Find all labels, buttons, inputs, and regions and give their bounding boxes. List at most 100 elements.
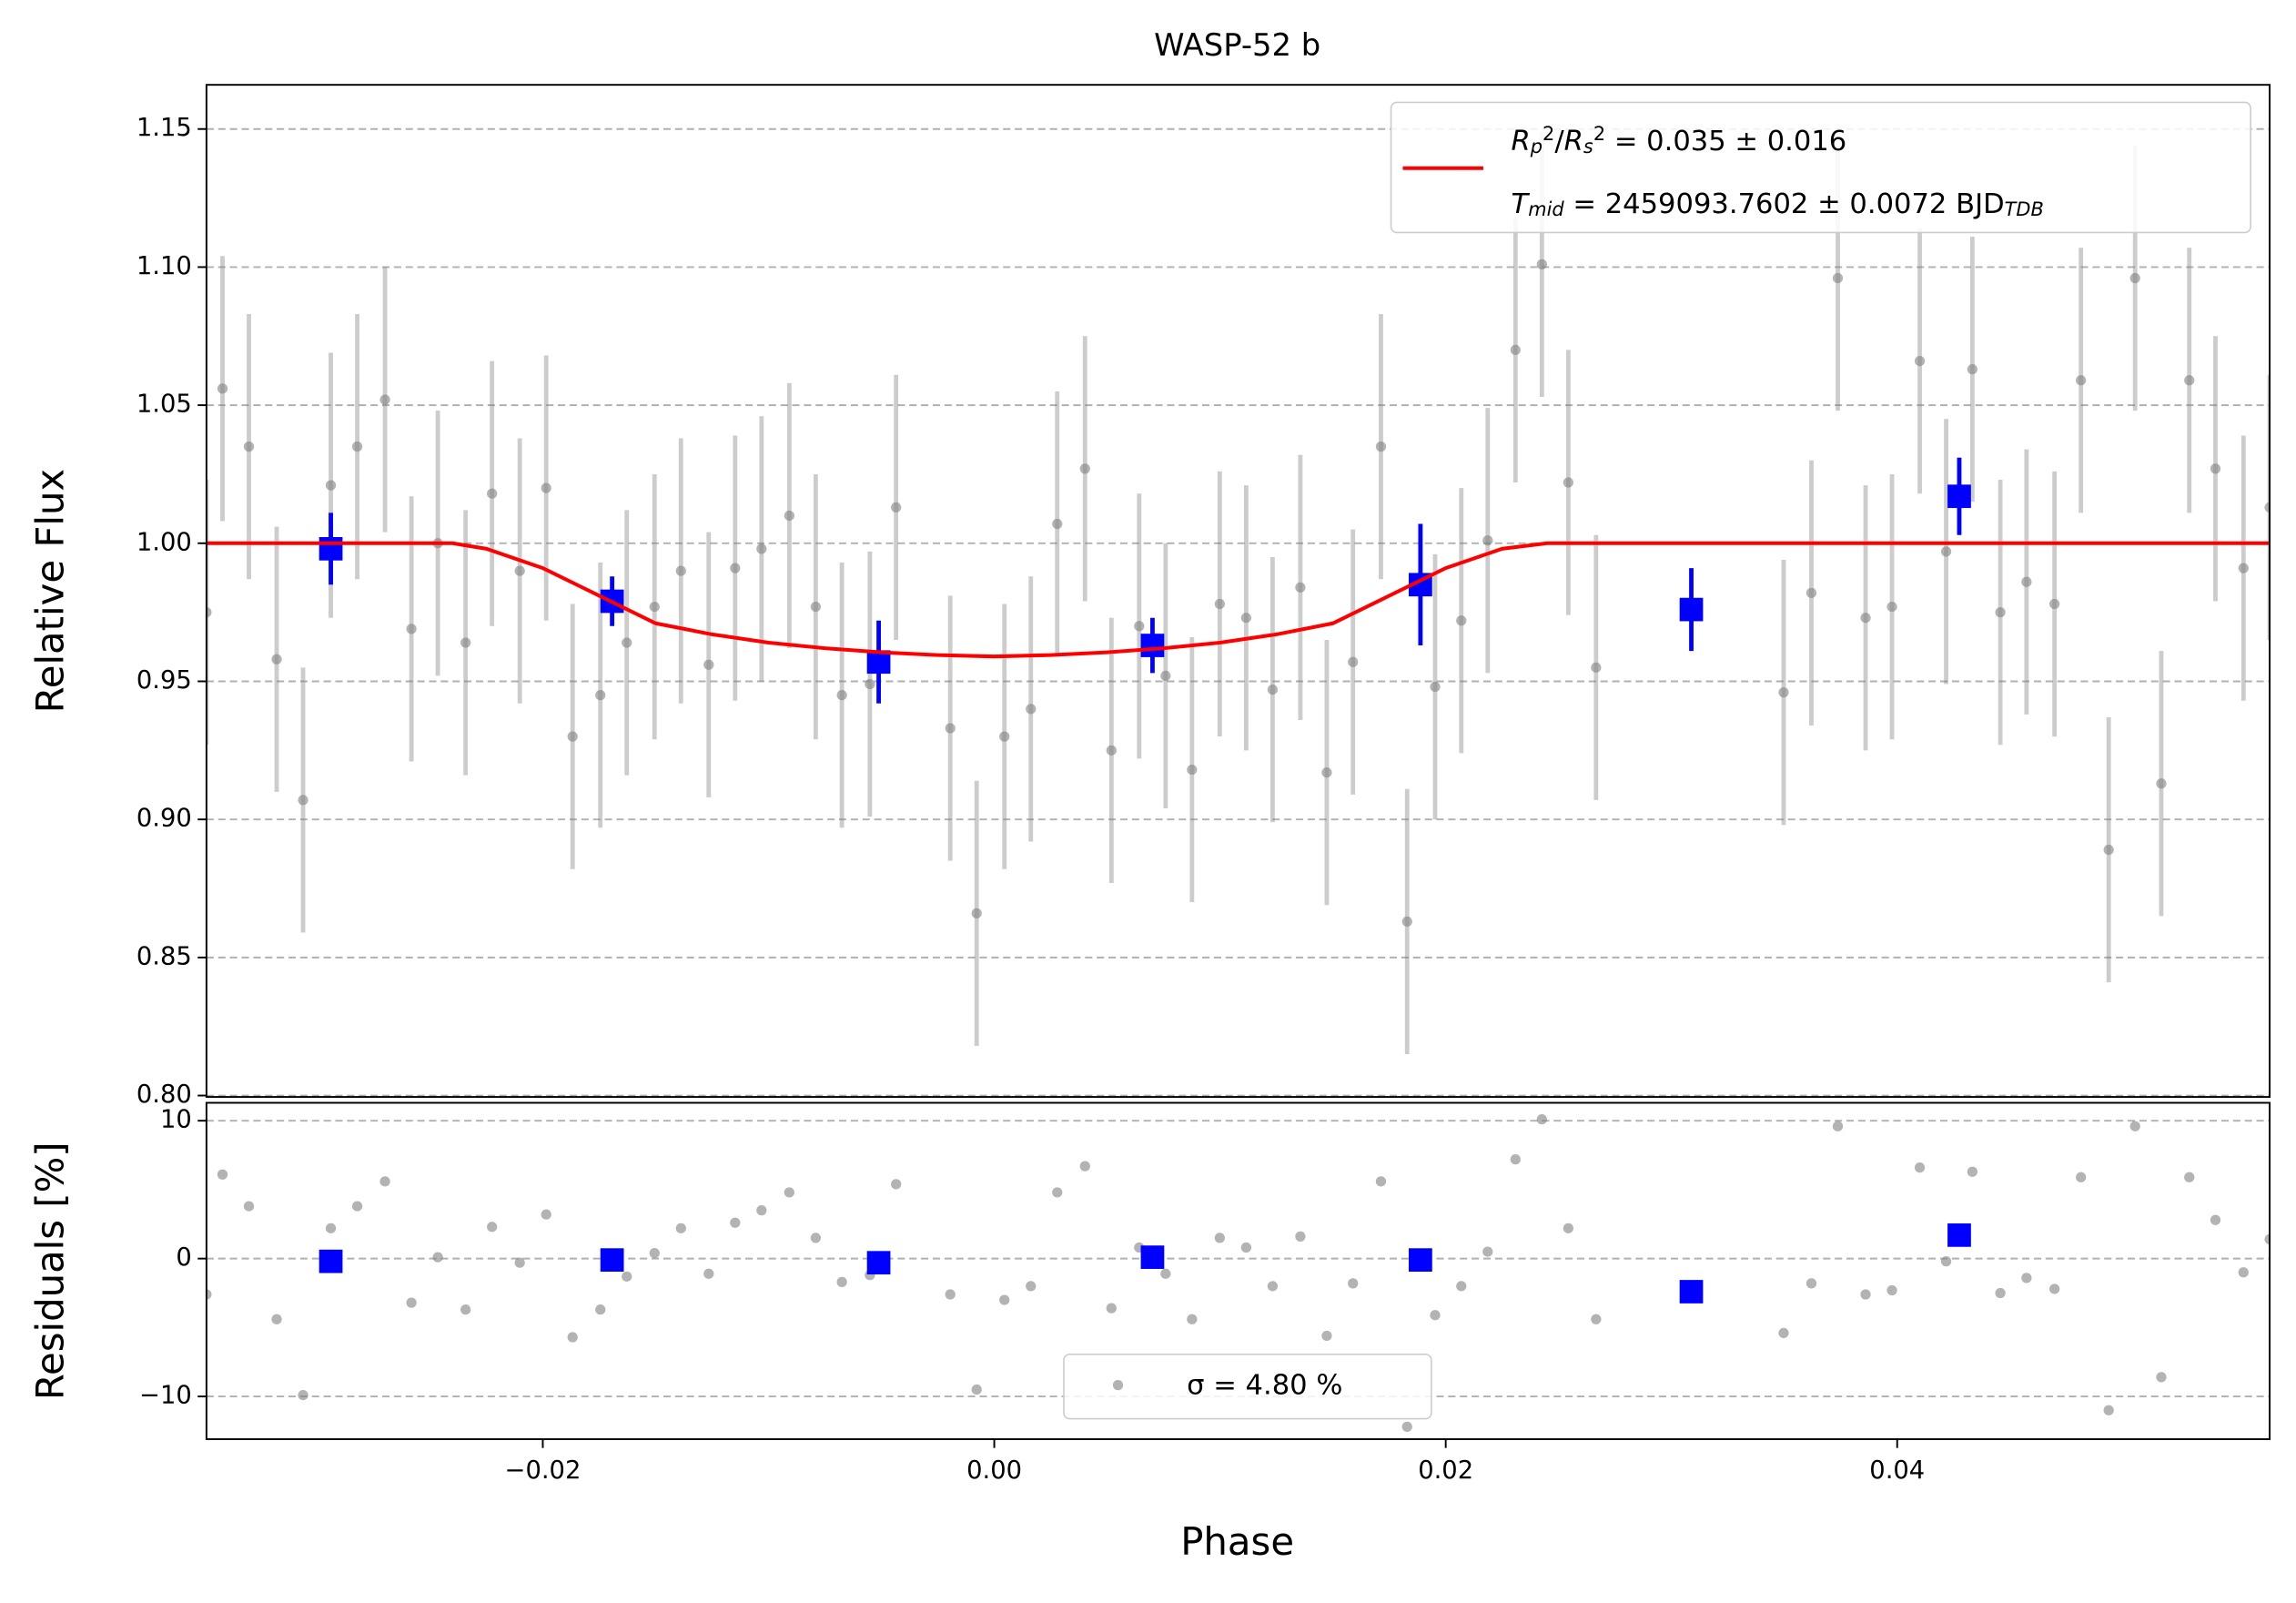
data-point [784,510,794,522]
data-point [1187,764,1198,776]
legend-text: / [1554,125,1564,157]
data-point [1052,518,1063,530]
data-point [379,1176,390,1187]
binned-point [1679,597,1704,622]
y-tick-label: 0.95 [137,666,192,695]
data-point [703,1268,714,1279]
data-point [1940,546,1952,557]
data-point [1967,364,1977,375]
chart-title: WASP-52 b [1154,27,1320,63]
data-point [891,502,902,512]
y-tick-label: 1.10 [137,252,192,280]
data-point [1160,670,1171,682]
data-point [2021,1273,2032,1283]
data-point [1052,1187,1063,1198]
data-point [2076,375,2087,386]
data-point [206,1289,212,1300]
data-point [1106,745,1117,756]
data-point [675,1223,686,1233]
data-point [1832,1121,1844,1131]
data-point [675,565,686,576]
legend-label: Tmid = 2459093.7602 ± 0.0072 BJDTDB [1512,188,2044,220]
data-point [595,1304,606,1315]
data-point [2129,1121,2140,1131]
data-point [971,1384,982,1395]
data-point [325,1223,337,1233]
data-point [2049,1283,2060,1294]
data-point [1456,615,1467,626]
data-point [1348,656,1359,667]
legend-swatch [1112,1379,1124,1391]
y-tick-label: 10 [160,1106,192,1134]
legend-text: p [1530,136,1542,157]
legend-text: = 0.035 ± 0.016 [1605,125,1846,157]
data-point [1563,1223,1573,1233]
data-point [756,543,767,554]
data-point [971,908,982,918]
data-point [351,1201,363,1212]
data-point [2103,1405,2114,1415]
data-point [1240,613,1252,624]
data-point [1079,463,1090,474]
legend-label: Rp2/Rs2 = 0.035 ± 0.016 [1512,122,1847,157]
data-point [514,565,525,576]
data-point [1401,916,1412,928]
data-point [1482,535,1493,546]
data-point [756,1205,767,1216]
legend-box [1390,101,2251,234]
y-axis-label: Relative Flux [27,469,72,714]
data-point [945,723,956,734]
data-point [1510,344,1521,356]
binned-point [1140,634,1165,657]
data-point [836,1276,847,1288]
data-point [2129,272,2140,284]
data-point [595,690,606,701]
data-point [1563,477,1573,488]
binned-point [1679,1280,1704,1304]
binned-point [1140,1245,1165,1269]
data-point [298,795,308,806]
data-point [891,1179,902,1190]
binned-point [866,1251,891,1275]
data-point [1079,1161,1090,1172]
y-tick-label: −10 [139,1382,192,1410]
legend-text: T [1512,188,1531,219]
data-point [649,601,660,613]
data-point [1348,1278,1359,1289]
data-point [1778,1327,1789,1339]
data-point [622,637,632,648]
data-point [1295,582,1306,593]
data-point [1914,1162,1926,1173]
data-point [1914,355,1926,367]
data-point [1510,1153,1521,1165]
data-point [1134,621,1145,632]
legend-text: TDB [2005,198,2044,220]
plot-area [206,131,2271,1055]
data-point [217,1169,228,1180]
data-point [622,1271,632,1282]
data-point [432,1252,443,1263]
legend-label: σ = 4.80 % [1187,1370,1342,1402]
data-point [1536,1114,1547,1125]
legend-text: mid [1528,198,1564,220]
data-point [379,394,390,405]
y-tick-label: 0.80 [137,1081,192,1109]
data-point [1430,681,1441,693]
data-point [1430,1310,1441,1321]
y-tick-label: 0.90 [137,805,192,833]
data-point [2264,502,2271,512]
legend-text: s [1583,136,1593,157]
data-point [865,678,875,690]
data-point [271,654,282,665]
data-point [217,383,228,394]
data-point [1860,613,1871,624]
legend-text: R [1512,125,1531,157]
legend-text: = 2459093.7602 ± 0.0072 BJD [1564,188,2005,219]
y-tick-label: 1.00 [137,528,192,556]
data-point [1267,1281,1279,1292]
data-point [514,1257,525,1268]
data-point [1860,1289,1871,1300]
data-point [298,1389,308,1401]
x-tick-label: 0.00 [966,1456,1022,1485]
